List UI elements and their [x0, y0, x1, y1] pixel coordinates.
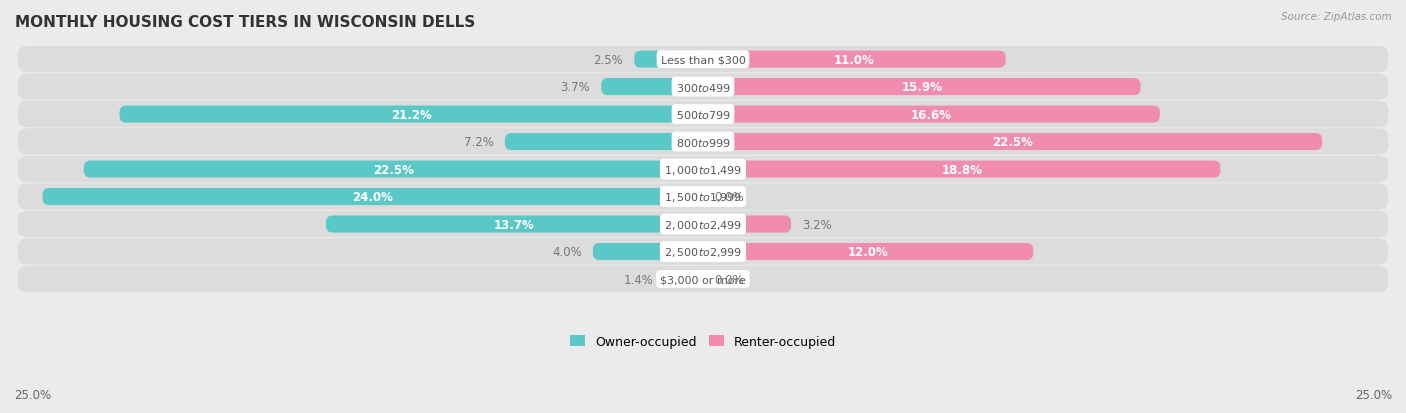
- FancyBboxPatch shape: [703, 52, 1005, 69]
- Text: 0.0%: 0.0%: [714, 190, 744, 204]
- Text: $2,500 to $2,999: $2,500 to $2,999: [664, 245, 742, 259]
- Text: $2,000 to $2,499: $2,000 to $2,499: [664, 218, 742, 231]
- Text: 12.0%: 12.0%: [848, 245, 889, 259]
- Text: 21.2%: 21.2%: [391, 108, 432, 121]
- Text: 4.0%: 4.0%: [553, 245, 582, 259]
- Text: 7.2%: 7.2%: [464, 136, 494, 149]
- FancyBboxPatch shape: [18, 184, 1388, 210]
- Text: 11.0%: 11.0%: [834, 53, 875, 66]
- Text: 24.0%: 24.0%: [353, 190, 394, 204]
- Text: $3,000 or more: $3,000 or more: [661, 274, 745, 284]
- Text: MONTHLY HOUSING COST TIERS IN WISCONSIN DELLS: MONTHLY HOUSING COST TIERS IN WISCONSIN …: [15, 15, 475, 30]
- Text: 13.7%: 13.7%: [494, 218, 534, 231]
- FancyBboxPatch shape: [18, 102, 1388, 128]
- FancyBboxPatch shape: [120, 106, 703, 123]
- FancyBboxPatch shape: [326, 216, 703, 233]
- FancyBboxPatch shape: [593, 243, 703, 261]
- Text: 3.2%: 3.2%: [801, 218, 832, 231]
- FancyBboxPatch shape: [18, 157, 1388, 183]
- FancyBboxPatch shape: [18, 129, 1388, 155]
- Text: $1,500 to $1,999: $1,500 to $1,999: [664, 190, 742, 204]
- Text: $300 to $499: $300 to $499: [675, 81, 731, 93]
- FancyBboxPatch shape: [703, 134, 1322, 151]
- Legend: Owner-occupied, Renter-occupied: Owner-occupied, Renter-occupied: [565, 330, 841, 353]
- FancyBboxPatch shape: [18, 266, 1388, 292]
- FancyBboxPatch shape: [703, 216, 792, 233]
- Text: 1.4%: 1.4%: [624, 273, 654, 286]
- Text: 18.8%: 18.8%: [941, 163, 983, 176]
- FancyBboxPatch shape: [703, 243, 1033, 261]
- FancyBboxPatch shape: [18, 239, 1388, 265]
- Text: 25.0%: 25.0%: [1355, 388, 1392, 401]
- Text: 15.9%: 15.9%: [901, 81, 942, 94]
- FancyBboxPatch shape: [42, 189, 703, 206]
- Text: 0.0%: 0.0%: [714, 273, 744, 286]
- Text: Less than $300: Less than $300: [661, 55, 745, 65]
- FancyBboxPatch shape: [18, 47, 1388, 73]
- Text: 16.6%: 16.6%: [911, 108, 952, 121]
- FancyBboxPatch shape: [703, 161, 1220, 178]
- FancyBboxPatch shape: [602, 79, 703, 96]
- Text: 2.5%: 2.5%: [593, 53, 623, 66]
- FancyBboxPatch shape: [665, 271, 703, 288]
- Text: 3.7%: 3.7%: [561, 81, 591, 94]
- FancyBboxPatch shape: [634, 52, 703, 69]
- FancyBboxPatch shape: [84, 161, 703, 178]
- FancyBboxPatch shape: [18, 74, 1388, 100]
- Text: 22.5%: 22.5%: [993, 136, 1033, 149]
- Text: $1,000 to $1,499: $1,000 to $1,499: [664, 163, 742, 176]
- Text: 25.0%: 25.0%: [14, 388, 51, 401]
- Text: 22.5%: 22.5%: [373, 163, 413, 176]
- FancyBboxPatch shape: [505, 134, 703, 151]
- FancyBboxPatch shape: [703, 106, 1160, 123]
- FancyBboxPatch shape: [703, 79, 1140, 96]
- Text: $500 to $799: $500 to $799: [675, 109, 731, 121]
- FancyBboxPatch shape: [18, 211, 1388, 237]
- Text: Source: ZipAtlas.com: Source: ZipAtlas.com: [1281, 12, 1392, 22]
- Text: $800 to $999: $800 to $999: [675, 136, 731, 148]
